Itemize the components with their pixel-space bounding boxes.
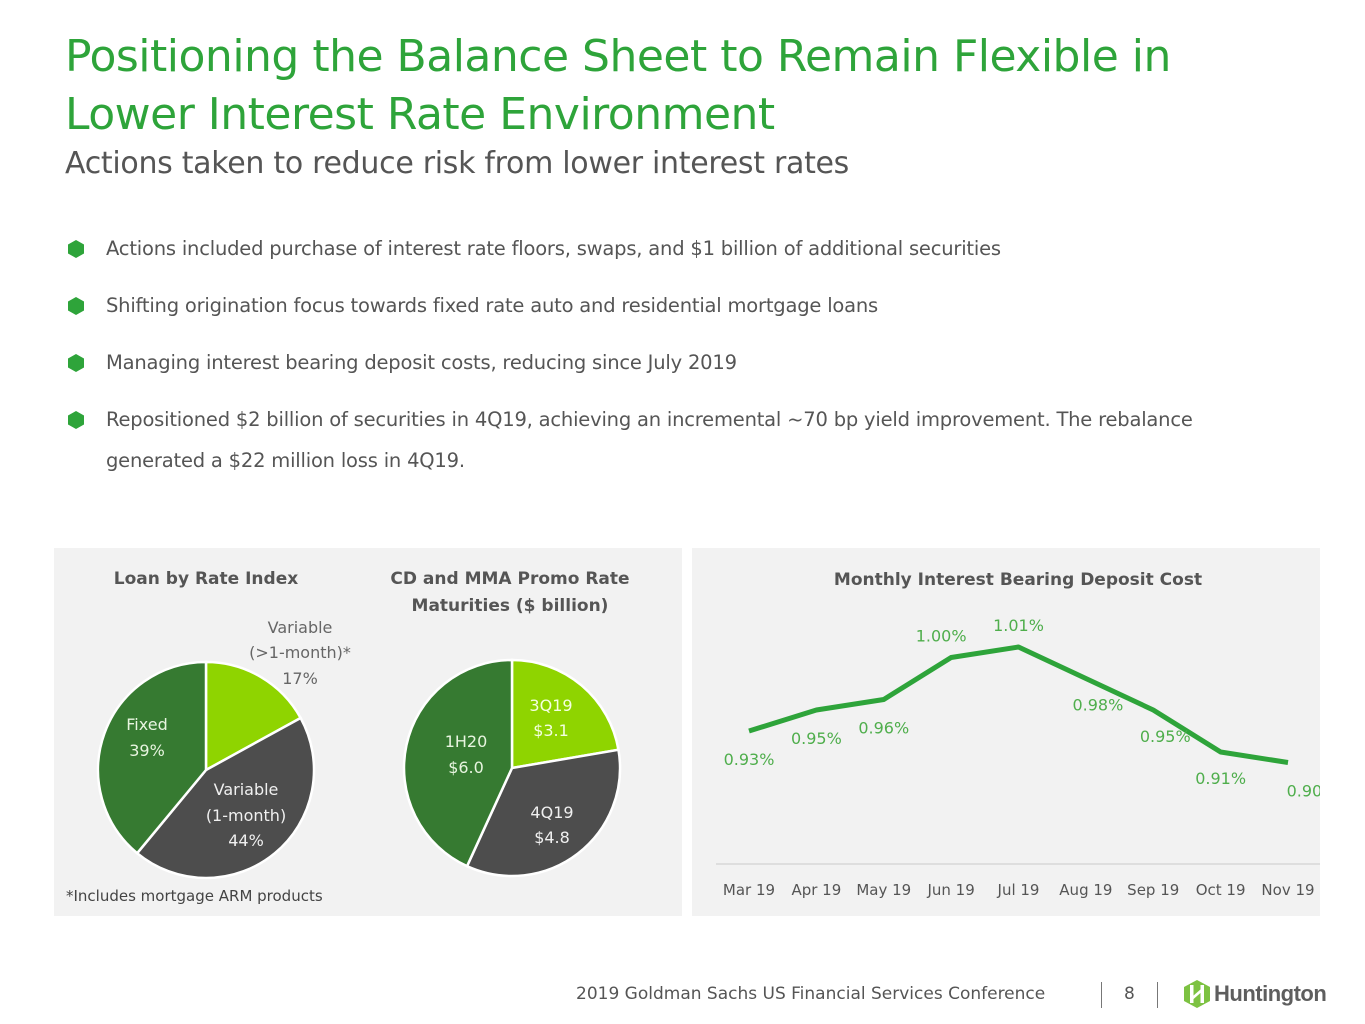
cd-pie-label-1h20: 1H20: [445, 732, 488, 751]
x-tick-label-6: Sep 19: [1127, 881, 1179, 899]
data-label-0: 0.93%: [724, 750, 775, 769]
footer-divider: [1157, 982, 1158, 1008]
x-tick-label-5: Aug 19: [1059, 881, 1112, 899]
data-label-3: 1.00%: [916, 627, 967, 646]
loan-pie-label-variable-gt1m-line1: Variable: [268, 618, 333, 637]
loan-pie-label-variable-gt1m-value: 17%: [282, 669, 318, 688]
bullet-list: Actions included purchase of interest ra…: [66, 228, 1266, 497]
data-label-4: 1.01%: [993, 616, 1044, 635]
x-tick-label-4: Jul 19: [997, 881, 1040, 899]
data-label-7: 0.91%: [1195, 769, 1246, 788]
deposit-cost-line-chart: Monthly Interest Bearing Deposit Cost 0.…: [716, 570, 1337, 899]
footer-conference: 2019 Goldman Sachs US Financial Services…: [576, 984, 1046, 1004]
bullet-item: Actions included purchase of interest ra…: [66, 228, 1266, 269]
page-number: 8: [1124, 984, 1135, 1004]
footer-divider: [1101, 982, 1102, 1008]
bullet-item: Shifting origination focus towards fixed…: [66, 285, 1266, 326]
cd-pie-value-3q19: $3.1: [533, 721, 569, 740]
hexagon-bullet-icon: [68, 411, 84, 429]
pie-charts-svg: Loan by Rate Index Variable (>1-month)* …: [66, 569, 630, 905]
line-chart-panel: Monthly Interest Bearing Deposit Cost 0.…: [692, 548, 1337, 916]
loan-pie-slice-2: [96, 660, 208, 855]
cd-pie-label-3q19: 3Q19: [529, 696, 572, 715]
loan-pie: [96, 660, 316, 880]
cd-pie-title-line1: CD and MMA Promo Rate: [390, 569, 629, 589]
cd-pie-value-4q19: $4.8: [534, 828, 570, 847]
line-chart-title: Monthly Interest Bearing Deposit Cost: [834, 570, 1202, 590]
loan-pie-slice-1: [135, 716, 316, 880]
loan-pie-label-variable-1m-value: 44%: [228, 831, 264, 850]
cd-pie-slice-2: [402, 658, 514, 868]
data-label-2: 0.96%: [858, 719, 909, 738]
loan-pie-label-fixed: Fixed: [126, 715, 167, 734]
x-tick-label-8: Nov 19: [1261, 881, 1314, 899]
data-label-6: 0.95%: [1140, 727, 1191, 746]
bullet-text: Repositioned $2 billion of securities in…: [106, 408, 1193, 472]
x-tick-label-7: Oct 19: [1196, 881, 1246, 899]
huntington-logo-icon: [1184, 980, 1210, 1008]
cd-pie-slice-0: [510, 658, 620, 770]
title-line-1: Positioning the Balance Sheet to Remain …: [65, 31, 1171, 82]
page-title: Positioning the Balance Sheet to Remain …: [65, 28, 1171, 144]
x-tick-label-0: Mar 19: [723, 881, 775, 899]
hexagon-bullet-icon: [68, 354, 84, 372]
logo-wordmark: Huntington: [1214, 981, 1327, 1006]
page-subtitle: Actions taken to reduce risk from lower …: [65, 146, 850, 181]
cd-pie-title-line2: Maturities ($ billion): [412, 596, 609, 616]
loan-pie-label-variable-gt1m-line2: (>1-month)*: [249, 643, 351, 662]
pie-charts-panel: Loan by Rate Index Variable (>1-month)* …: [54, 548, 682, 916]
deposit-cost-line: [748, 644, 1289, 765]
title-line-2: Lower Interest Rate Environment: [65, 89, 775, 140]
cd-pie: [402, 658, 622, 878]
loan-pie-title: Loan by Rate Index: [114, 569, 298, 589]
loan-pie-label-variable-1m-line2: (1-month): [206, 806, 286, 825]
cd-pie-value-1h20: $6.0: [448, 758, 484, 777]
loan-pie-label-fixed-value: 39%: [129, 741, 165, 760]
data-label-5: 0.98%: [1072, 696, 1123, 715]
bullet-text: Shifting origination focus towards fixed…: [106, 294, 879, 317]
cd-pie-label-4q19: 4Q19: [530, 803, 573, 822]
cd-pie-slice-1: [465, 748, 622, 878]
hexagon-bullet-icon: [68, 240, 84, 258]
bullet-item: Repositioned $2 billion of securities in…: [66, 399, 1266, 481]
bullet-item: Managing interest bearing deposit costs,…: [66, 342, 1266, 383]
data-label-8: 0.90%: [1287, 782, 1320, 801]
data-label-1: 0.95%: [791, 729, 842, 748]
huntington-logo: Huntington: [1184, 980, 1327, 1008]
x-tick-label-3: Jun 19: [926, 881, 974, 899]
loan-pie-slice-0: [204, 660, 303, 773]
bullet-text: Actions included purchase of interest ra…: [106, 237, 1001, 260]
loan-pie-footnote: *Includes mortgage ARM products: [66, 887, 323, 905]
x-tick-label-2: May 19: [856, 881, 911, 899]
x-tick-label-1: Apr 19: [791, 881, 841, 899]
hexagon-bullet-icon: [68, 297, 84, 315]
loan-pie-label-variable-1m-line1: Variable: [214, 780, 279, 799]
line-chart-marks: 0.93% 0.95% 0.96% 1.00% 1.01% 0.98% 0.95% 0.91%…: [723, 616, 1337, 899]
bullet-text: Managing interest bearing deposit costs,…: [106, 351, 737, 374]
